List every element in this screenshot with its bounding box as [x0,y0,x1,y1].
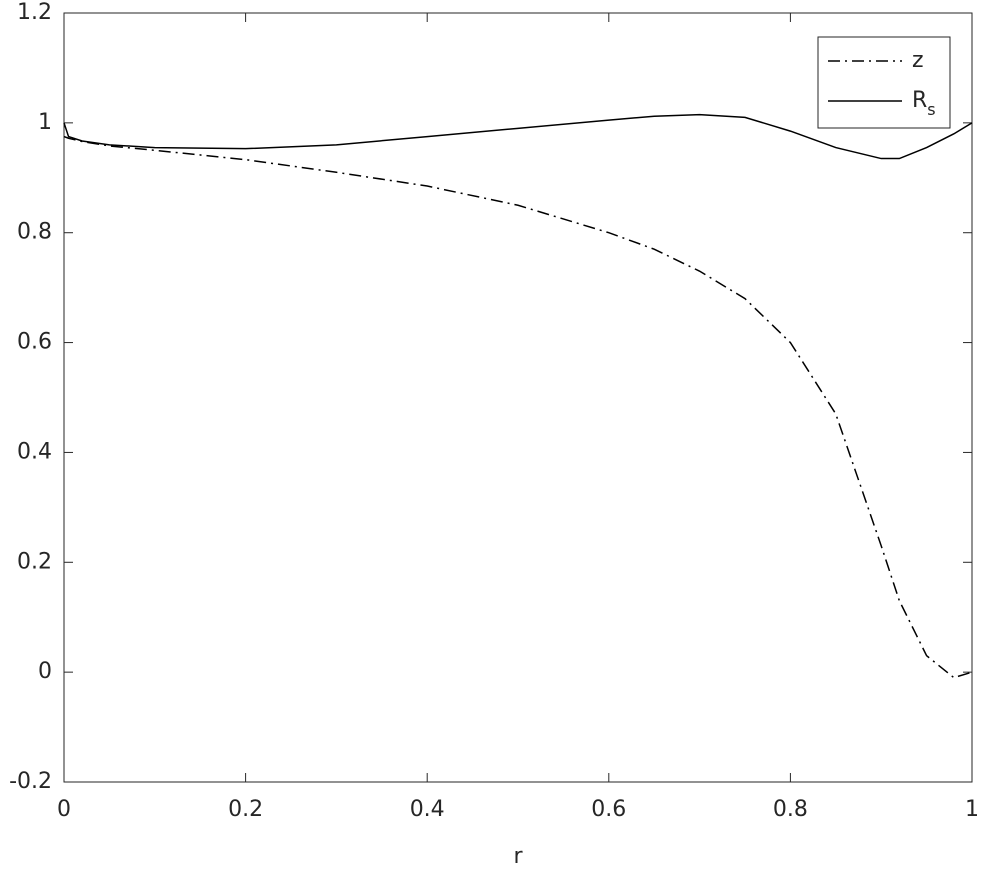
x-axis-label: r [513,844,523,869]
y-tick-label: 0.4 [17,439,52,464]
y-tick-label: 0 [38,659,52,684]
x-tick-label: 0.4 [410,797,445,822]
legend-label: Rs [912,88,936,119]
x-tick-label: 0.2 [228,797,263,822]
data-line [63,135,973,679]
y-tick-label: 0.8 [17,220,52,245]
x-tick-label: 0.8 [773,797,808,822]
y-tick-label: 0.2 [17,549,52,574]
y-tick-label: -0.2 [9,769,52,794]
y-tick-label: 1.2 [17,0,52,25]
legend-label: z [912,48,924,73]
legend-box [817,36,951,129]
data-line [63,113,973,160]
x-tick-label: 0.6 [591,797,626,822]
x-tick-label: 1 [965,797,979,822]
y-tick-label: 0.6 [17,330,52,355]
x-tick-label: 0 [57,797,71,822]
y-tick-label: 1 [38,110,52,135]
plot-frame [63,12,973,783]
